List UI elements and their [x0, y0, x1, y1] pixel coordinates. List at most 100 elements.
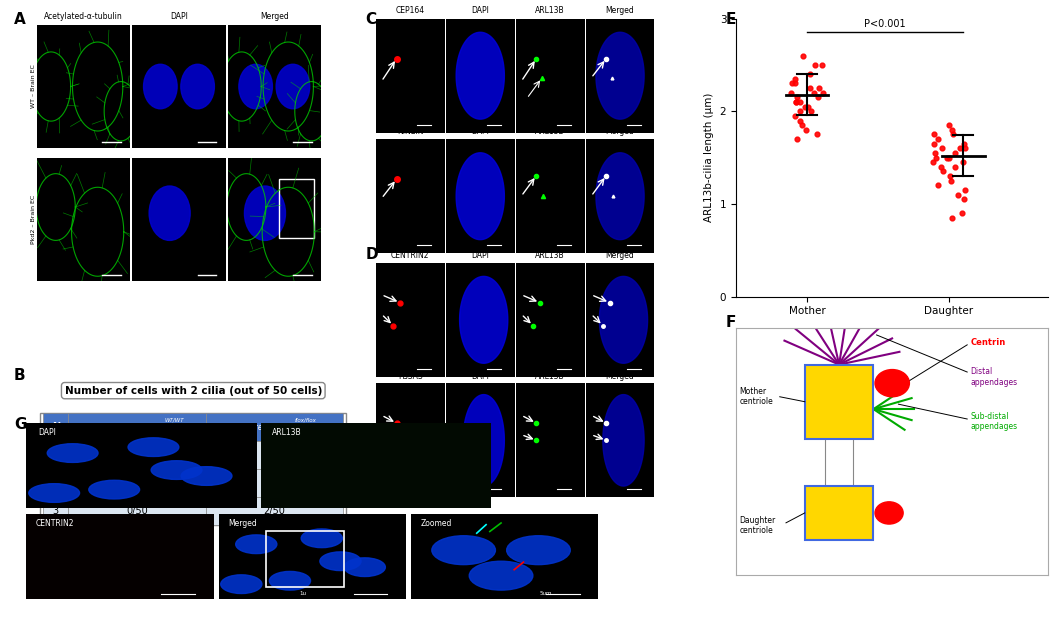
Text: Merged: Merged [606, 252, 634, 260]
Text: ARL13B: ARL13B [536, 6, 564, 15]
Point [788, 97, 805, 107]
Point [926, 129, 943, 139]
Text: Zoomed: Zoomed [420, 519, 452, 528]
Point [946, 162, 963, 172]
Bar [43, 469, 69, 497]
Polygon shape [603, 395, 644, 486]
Text: DAPI: DAPI [471, 127, 489, 136]
Point [934, 143, 951, 153]
Circle shape [506, 536, 571, 565]
Polygon shape [596, 153, 644, 240]
Point [956, 185, 973, 195]
Polygon shape [460, 276, 508, 363]
Point [956, 143, 973, 153]
Point [814, 60, 831, 70]
Point [794, 51, 811, 61]
Circle shape [469, 561, 533, 590]
Bar [68, 497, 205, 525]
Point [930, 180, 947, 190]
Text: 0/50: 0/50 [126, 506, 148, 516]
Point [943, 176, 959, 185]
Point [930, 134, 947, 144]
Text: 5um: 5um [540, 591, 552, 596]
Circle shape [344, 558, 385, 577]
Circle shape [151, 461, 202, 480]
Point [951, 143, 968, 153]
Bar [205, 469, 343, 497]
Point [944, 213, 961, 222]
Point [791, 116, 808, 125]
Circle shape [29, 484, 79, 502]
Polygon shape [596, 32, 644, 119]
Text: C: C [365, 12, 377, 27]
Text: Pkd2 – Brain EC: Pkd2 – Brain EC [31, 195, 36, 244]
Point [925, 157, 941, 167]
Polygon shape [463, 395, 504, 486]
Text: Number of cells with 2 cilia (out of 50 cells): Number of cells with 2 cilia (out of 50 … [65, 386, 322, 396]
Point [786, 111, 803, 121]
Text: Merged: Merged [606, 6, 634, 15]
Point [802, 83, 819, 93]
Bar [40, 413, 346, 525]
Text: 2/50: 2/50 [264, 506, 286, 516]
Point [955, 194, 972, 204]
Text: Merged: Merged [606, 372, 634, 381]
Point [803, 106, 820, 116]
Point [792, 97, 809, 107]
Text: Acetylated-α-tubulin: Acetylated-α-tubulin [44, 12, 123, 22]
Text: 3/50: 3/50 [264, 450, 285, 460]
Point [945, 129, 962, 139]
Circle shape [181, 64, 214, 109]
Text: DAPI: DAPI [471, 6, 489, 15]
Point [802, 69, 819, 79]
Text: DAPI: DAPI [170, 12, 187, 22]
Circle shape [245, 186, 286, 240]
Circle shape [875, 502, 903, 524]
Text: CENTRIN2: CENTRIN2 [391, 252, 430, 260]
Text: 3: 3 [53, 506, 59, 516]
Text: ARL13B: ARL13B [536, 372, 564, 381]
Bar [805, 365, 874, 439]
Text: 0/50: 0/50 [126, 478, 148, 488]
Point [788, 97, 805, 107]
Circle shape [220, 575, 262, 593]
Point [789, 92, 806, 102]
Text: Sub-distal
appendages: Sub-distal appendages [970, 412, 1018, 431]
Text: flox/flox: flox/flox [294, 417, 317, 423]
Text: Daughter
centriole: Daughter centriole [739, 515, 775, 535]
Text: Tie2Cre·Pkd2: Tie2Cre·Pkd2 [233, 423, 284, 432]
Circle shape [144, 64, 177, 109]
Point [941, 120, 958, 130]
Text: Tie2Cre·Pkd2: Tie2Cre·Pkd2 [111, 423, 162, 432]
Circle shape [301, 529, 342, 548]
Point [794, 120, 811, 130]
Circle shape [239, 64, 272, 109]
Point [787, 74, 804, 83]
Point [783, 88, 800, 98]
Point [940, 153, 957, 163]
Point [811, 83, 828, 93]
Circle shape [269, 572, 310, 590]
Point [932, 162, 949, 172]
Circle shape [236, 535, 276, 554]
Circle shape [128, 438, 179, 457]
Point [791, 106, 808, 116]
Text: 1/50: 1/50 [264, 478, 285, 488]
Point [954, 208, 971, 218]
Text: CEP164: CEP164 [396, 6, 425, 15]
Point [928, 153, 945, 163]
Bar [68, 413, 205, 441]
Text: ARL13B: ARL13B [536, 252, 564, 260]
Text: F: F [725, 315, 736, 330]
Text: WT/WT: WT/WT [165, 417, 184, 423]
Circle shape [48, 444, 98, 462]
Text: 1u: 1u [300, 591, 306, 596]
Point [784, 78, 801, 88]
Text: Centrin: Centrin [970, 338, 1006, 347]
Point [796, 101, 813, 111]
Circle shape [432, 536, 496, 565]
Text: 0/50: 0/50 [126, 450, 148, 460]
Point [944, 125, 961, 135]
Point [797, 125, 814, 135]
Text: WT – Brain EC: WT – Brain EC [31, 65, 36, 108]
